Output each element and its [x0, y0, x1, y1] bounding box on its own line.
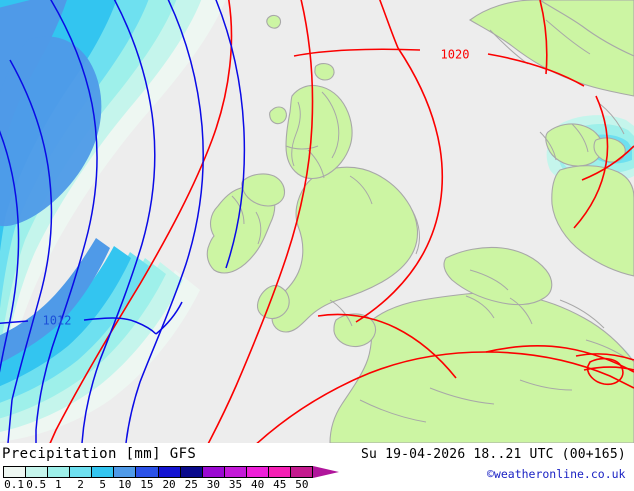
legend-tick-20: 20: [162, 478, 176, 491]
isobar-red-1020-right: [487, 53, 585, 87]
isobar-red-6: [317, 313, 457, 379]
copyright-notice: ©weatheronline.co.uk: [487, 467, 626, 481]
legend-tick-40: 40: [251, 478, 265, 491]
isobar-red-2: [207, 0, 314, 443]
legend-tick-10: 10: [118, 478, 132, 491]
isobar-lines-blue: [0, 0, 246, 443]
isobar-red-1: [49, 0, 233, 443]
legend-tick-25: 25: [184, 478, 198, 491]
isobar-blue-7: [215, 0, 246, 269]
isobar-blue-4: [81, 0, 156, 443]
legend-tick-35: 35: [228, 478, 243, 491]
isobar-blue-3: [35, 0, 98, 443]
isobar-label-1012: 1012: [43, 314, 72, 328]
isobar-red-11: [581, 145, 634, 181]
land-scandinavia-se: [539, 0, 634, 57]
legend-title: Precipitation [mm] GFS: [2, 446, 197, 462]
land-great-britain: [271, 166, 419, 333]
weather-map[interactable]: 1020 1012: [0, 0, 634, 443]
legend-colorbar-wrapper: 0.1 0.5 1 2 5 10 15 20 25 30 35 40 45 50: [3, 466, 343, 491]
land-faroes: [266, 14, 282, 29]
isobar-red-8: [485, 345, 634, 373]
coastline-detail-layer: [231, 19, 627, 423]
isobar-red-3: [379, 0, 399, 49]
legend-tick-0.5: 0.5: [26, 478, 47, 491]
legend-color-cell-1: [48, 467, 71, 477]
isobar-blue-1: [0, 130, 20, 373]
land-n-ireland: [241, 173, 286, 207]
map-canvas: 1020 1012: [0, 0, 634, 443]
legend-color-cell-15: [136, 467, 159, 477]
legend-color-cell-0.5: [26, 467, 49, 477]
isobar-lines-red: [49, 0, 634, 443]
isobar-red-9: [575, 353, 634, 361]
isobar-red-loop: [586, 357, 624, 386]
isobar-blue-1012-right: [83, 317, 157, 335]
legend-tick-1: 1: [55, 478, 62, 491]
legend-color-cell-0.1: [4, 467, 27, 477]
isobar-blue-5: [125, 0, 204, 443]
forecast-datetime: Su 19-04-2026 18..21 UTC (00+165): [361, 447, 626, 462]
legend-color-cell-2: [70, 467, 93, 477]
land-wales-cornwall: [256, 284, 290, 320]
isobar-blue-1012-left: [0, 320, 29, 324]
land-germany-north: [551, 165, 634, 277]
legend-color-cell-5: [92, 467, 115, 477]
land-continental-europe: [329, 292, 634, 443]
isobar-label-1020: 1020: [441, 48, 470, 62]
land-scotland: [285, 84, 353, 180]
landmass-layer: [206, 0, 634, 443]
legend-color-cell-30: [202, 467, 225, 477]
legend-color-cell-40: [246, 467, 269, 477]
precipitation-field-northwest: [0, 0, 226, 442]
isobar-blue-6: [155, 301, 183, 335]
legend-color-cell-25: [180, 467, 203, 477]
land-orkney: [314, 63, 335, 81]
land-denmark: [545, 123, 603, 167]
legend-color-cell-20: [158, 467, 181, 477]
land-hebrides: [269, 106, 287, 125]
land-baltic-islands: [593, 137, 626, 163]
isobar-blue-2: [7, 59, 53, 443]
isobar-red-7: [256, 351, 634, 443]
legend-overflow-arrow-icon: [313, 466, 339, 478]
isobar-label-group: 1020 1012: [43, 48, 470, 328]
legend-colorbar[interactable]: [3, 466, 313, 478]
land-low-countries: [443, 246, 553, 306]
legend-tick-50: 50: [295, 478, 309, 491]
legend-tick-30: 30: [206, 478, 220, 491]
isobar-red-12: [539, 0, 548, 75]
legend-color-cell-35: [224, 467, 247, 477]
legend-tick-15: 15: [140, 478, 154, 491]
isobar-red-4: [355, 47, 444, 323]
legend-color-cell-50: [291, 467, 313, 477]
land-ireland: [206, 185, 276, 274]
map-footer: Precipitation [mm] GFS 0.1 0.5 1 2 5 10 15 20 25…: [0, 443, 634, 491]
legend-tick-2: 2: [77, 478, 84, 491]
legend-tick-0.1: 0.1: [4, 478, 24, 491]
isobar-red-1020-left: [293, 48, 421, 57]
legend-tick-5: 5: [99, 478, 106, 491]
legend-tick-labels: 0.1 0.5 1 2 5 10 15 20 25 30 35 40 45 50: [3, 478, 337, 491]
land-brittany: [333, 313, 377, 348]
legend-color-cell-10: [114, 467, 137, 477]
legend-tick-45: 45: [273, 478, 287, 491]
legend-color-cell-45: [268, 467, 292, 477]
isobar-red-5: [573, 95, 609, 229]
